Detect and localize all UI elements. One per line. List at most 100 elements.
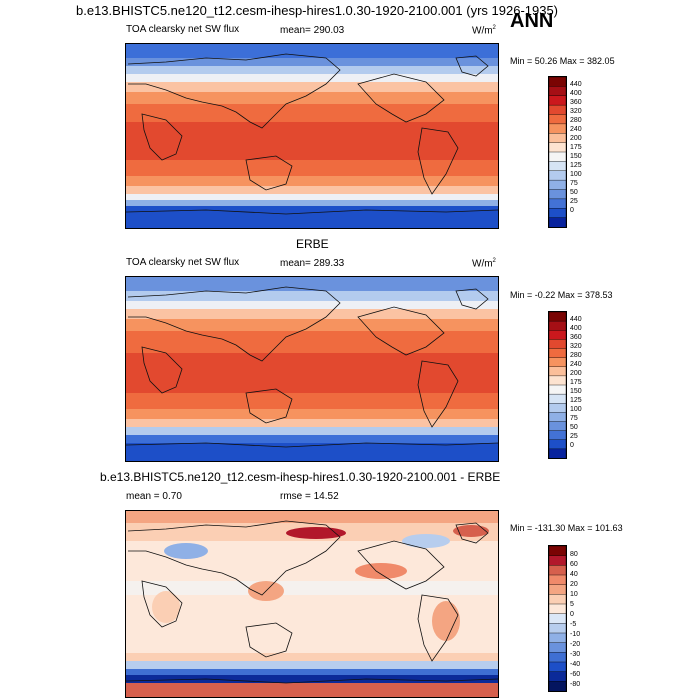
colorbar-swatch: [548, 357, 567, 368]
colorbar-swatch: [548, 642, 567, 654]
colorbar-tick: 400: [570, 90, 582, 97]
colorbar-swatch: [548, 393, 567, 404]
colorbar-swatch: [548, 375, 567, 386]
colorbar-swatch: [548, 439, 567, 450]
colorbar-tick: 60: [570, 561, 578, 568]
colorbar-tick: -30: [570, 651, 581, 658]
colorbar-tick: 280: [570, 352, 582, 359]
colorbar-tick: 80: [570, 551, 578, 558]
colorbar-tick: 20: [570, 581, 578, 588]
colorbar-tick: -5: [570, 621, 577, 628]
band: [126, 206, 498, 228]
colorbar-tick: 320: [570, 108, 582, 115]
colorbar-swatch: [548, 366, 567, 377]
colorbar-diff-svg: [548, 545, 567, 692]
colorbar-swatch: [548, 86, 567, 97]
coastlines: [126, 286, 498, 448]
colorbar-swatch: [548, 613, 567, 625]
panel-diff-map: [125, 510, 499, 698]
colorbar-flux-1-ticks: 440 400 360 320 280 240 200 175 150 125 …: [570, 80, 582, 215]
band: [126, 443, 498, 461]
colorbar-tick: 75: [570, 415, 578, 422]
colorbar-swatch: [548, 133, 567, 144]
colorbar-tick: 280: [570, 117, 582, 124]
colorbar-tick: 25: [570, 198, 578, 205]
band: [126, 309, 498, 319]
colorbar-tick: -80: [570, 681, 581, 688]
colorbar-swatch: [548, 161, 567, 172]
colorbar-tick: -60: [570, 671, 581, 678]
colorbar-swatch: [548, 671, 567, 683]
colorbar-swatch: [548, 151, 567, 163]
panel-obs-heading: ERBE: [296, 237, 329, 251]
panel-model-map: [125, 43, 499, 229]
colorbar-flux-2: [548, 311, 567, 459]
band: [126, 291, 498, 301]
panel-obs-units: W/m2: [472, 258, 496, 270]
colorbar-swatch: [548, 555, 567, 567]
colorbar-tick: 100: [570, 171, 582, 178]
band: [126, 194, 498, 200]
colorbar-swatch: [548, 565, 567, 576]
colorbar-swatch: [548, 348, 567, 359]
colorbar-tick: 320: [570, 343, 582, 350]
colorbar-tick: 125: [570, 397, 582, 404]
panel-model-map-svg: [126, 44, 498, 228]
band: [126, 435, 498, 443]
colorbar-swatch: [548, 114, 567, 125]
coastlines: [126, 53, 498, 215]
colorbar-tick: 150: [570, 388, 582, 395]
colorbar-swatch: [548, 574, 567, 586]
band: [126, 675, 498, 683]
colorbar-tick: 440: [570, 81, 582, 88]
colorbar-tick: 25: [570, 433, 578, 440]
coastlines: [126, 520, 498, 684]
colorbar-tick: 175: [570, 144, 582, 151]
band: [126, 427, 498, 435]
colorbar-flux-2-ticks: 440 400 360 320 280 240 200 175 150 125 …: [570, 315, 582, 450]
season-label: ANN: [510, 10, 554, 32]
colorbar-flux-1: [548, 76, 567, 228]
colorbar-tick: -40: [570, 661, 581, 668]
panel-obs-mean: mean= 289.33: [280, 258, 345, 269]
band: [126, 92, 498, 104]
colorbar-swatch: [548, 632, 567, 644]
band: [126, 653, 498, 661]
colorbar-diff: [548, 545, 567, 692]
colorbar-tick: 75: [570, 180, 578, 187]
band: [126, 58, 498, 66]
panel-diff-minmax: Min = -131.30 Max = 101.63: [510, 523, 623, 533]
colorbar-tick: 10: [570, 591, 578, 598]
band: [126, 160, 498, 176]
colorbar-tick: 240: [570, 361, 582, 368]
panel-model-mean: mean= 290.03: [280, 25, 345, 36]
colorbar-swatch: [548, 123, 567, 134]
colorbar-swatch: [548, 448, 567, 459]
colorbar-tick: -20: [570, 641, 581, 648]
panel-diff-rmse: rmse = 14.52: [280, 491, 339, 502]
colorbar-tick: 50: [570, 424, 578, 431]
colorbar-swatch: [548, 384, 567, 395]
colorbar-swatch: [548, 76, 567, 88]
panel-obs-minmax: Min = -0.22 Max = 378.53: [510, 290, 613, 300]
band: [126, 200, 498, 206]
band: [126, 669, 498, 675]
band: [126, 104, 498, 122]
band: [126, 66, 498, 74]
colorbar-swatch: [548, 311, 567, 322]
colorbar-tick: 150: [570, 153, 582, 160]
colorbar-tick: 360: [570, 334, 582, 341]
colorbar-swatch: [548, 320, 567, 331]
band: [126, 44, 498, 58]
colorbar-swatch: [548, 584, 567, 596]
colorbar-swatch: [548, 330, 567, 341]
band: [126, 393, 498, 409]
band: [126, 301, 498, 309]
colorbar-tick: 5: [570, 601, 574, 608]
colorbar-swatch: [548, 661, 567, 673]
colorbar-swatch: [548, 142, 567, 153]
band: [126, 176, 498, 186]
colorbar-swatch: [548, 198, 567, 209]
band: [126, 277, 498, 291]
panel-model-units: W/m2: [472, 25, 496, 37]
